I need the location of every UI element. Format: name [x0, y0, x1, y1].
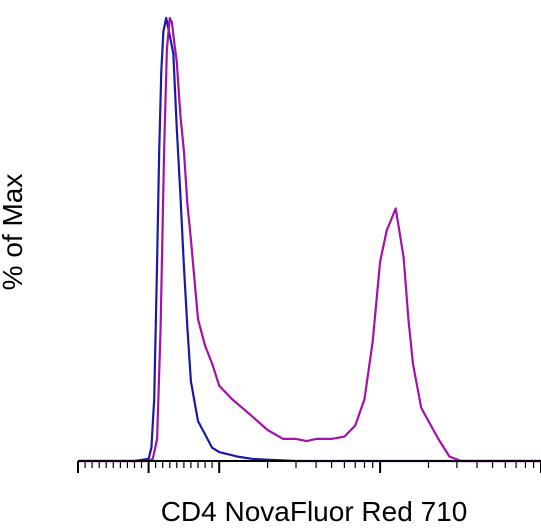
y-axis-label: % of Max — [0, 174, 28, 291]
series-layer — [78, 16, 541, 463]
series-line-1 — [78, 16, 541, 463]
series-line-2 — [78, 16, 541, 463]
x-axis-label: CD4 NovaFluor Red 710 — [161, 496, 468, 527]
x-axis-ticks — [77, 461, 541, 473]
